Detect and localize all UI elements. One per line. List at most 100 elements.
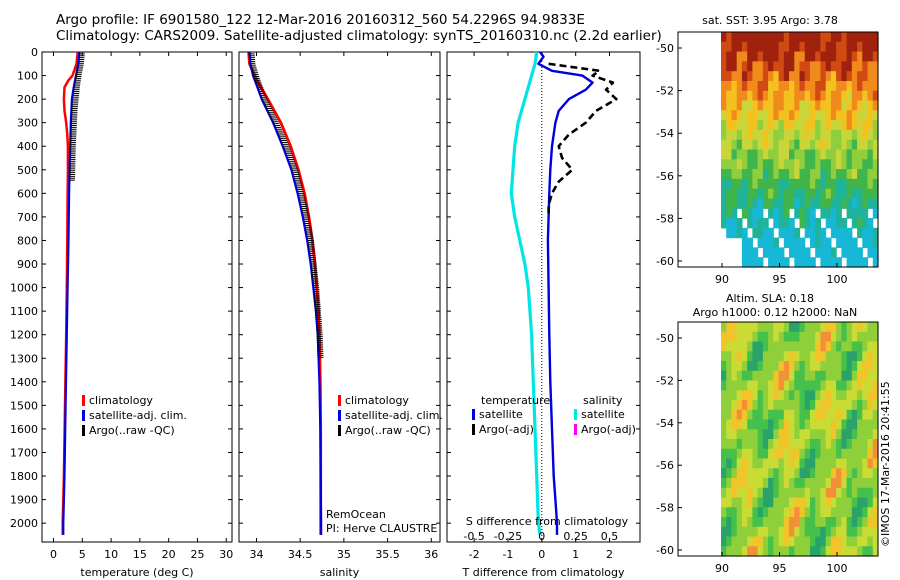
map-cell xyxy=(731,129,738,141)
map-cell xyxy=(846,536,853,547)
map-cell xyxy=(757,390,764,401)
map-lat-label: -58 xyxy=(656,212,674,225)
map-lat-label: -60 xyxy=(656,544,674,557)
map-cell xyxy=(815,32,821,43)
x-tick-label: 36 xyxy=(424,548,438,561)
map-cell xyxy=(768,129,774,141)
map-cell xyxy=(851,237,858,248)
map-cell xyxy=(857,390,863,401)
map-cell xyxy=(810,546,816,557)
map-cell xyxy=(830,188,837,200)
map-cell xyxy=(862,129,869,141)
map-cell xyxy=(857,380,863,391)
diff-left-legend-swatch xyxy=(472,424,475,435)
map-cell xyxy=(726,458,732,469)
map-cell xyxy=(836,81,842,92)
map-cell xyxy=(789,448,795,460)
map-cell xyxy=(799,478,806,489)
map-cell xyxy=(731,400,738,411)
sal-satellite-line xyxy=(248,51,323,535)
map-cell xyxy=(810,227,816,239)
map-cell xyxy=(804,178,811,190)
map-lat-label: -52 xyxy=(656,374,674,387)
map-cell xyxy=(726,468,732,479)
map-cell xyxy=(789,331,795,343)
map-cell xyxy=(825,257,832,268)
map-cell xyxy=(867,478,874,489)
map-cell xyxy=(721,90,727,102)
map-cell xyxy=(747,536,753,547)
map-cell xyxy=(783,61,790,72)
map-cell xyxy=(841,526,848,538)
map-cell xyxy=(794,487,801,499)
map-cell xyxy=(836,361,842,372)
map-cell xyxy=(825,478,832,489)
sla-map-frame xyxy=(677,321,879,557)
map-cell xyxy=(810,390,816,401)
map-cell xyxy=(862,487,869,499)
map-cell xyxy=(794,526,801,538)
map-cell xyxy=(810,188,816,200)
map-cell xyxy=(815,341,821,352)
map-cell xyxy=(820,110,827,121)
map-cell xyxy=(731,227,738,239)
map-cell xyxy=(762,32,769,43)
map-cell xyxy=(815,478,821,489)
map-cell xyxy=(815,159,821,170)
map-cell xyxy=(857,208,863,219)
map-cell xyxy=(773,139,780,151)
map-cell xyxy=(741,208,748,219)
map-cell xyxy=(747,81,753,92)
map-cell xyxy=(799,51,806,62)
temp-legend-label: Argo(..raw -QC) xyxy=(89,424,175,437)
map-cell xyxy=(783,227,790,239)
map-cell xyxy=(836,370,842,382)
map-cell xyxy=(789,227,795,239)
map-cell xyxy=(778,81,785,92)
map-cell xyxy=(773,149,780,160)
map-cell xyxy=(731,409,738,421)
map-cell xyxy=(736,178,743,190)
map-cell xyxy=(825,370,832,382)
map-cell xyxy=(830,227,837,239)
map-cell xyxy=(762,390,769,401)
map-cell xyxy=(872,120,879,131)
map-cell xyxy=(841,41,848,53)
map-cell xyxy=(789,487,795,499)
map-cell xyxy=(862,497,869,508)
map-cell xyxy=(815,536,821,547)
map-cell xyxy=(721,536,727,547)
map-lon-label: 90 xyxy=(715,273,729,286)
map-cell xyxy=(841,188,848,200)
map-cell xyxy=(846,129,853,141)
map-cell xyxy=(799,120,806,131)
map-cell xyxy=(773,32,780,43)
map-cell xyxy=(741,419,748,430)
map-cell xyxy=(721,478,727,489)
map-cell xyxy=(721,448,727,460)
map-cell xyxy=(830,41,837,53)
map-cell xyxy=(778,257,785,268)
map-cell xyxy=(778,198,785,209)
map-cell xyxy=(862,458,869,469)
map-cell xyxy=(783,208,790,219)
map-cell xyxy=(783,478,790,489)
map-cell xyxy=(810,139,816,151)
map-cell xyxy=(768,419,774,430)
map-cell xyxy=(846,247,853,258)
map-cell xyxy=(721,429,727,440)
depth-tick-label: 800 xyxy=(17,234,38,247)
map-cell xyxy=(789,149,795,160)
map-cell xyxy=(747,370,753,382)
map-cell xyxy=(846,41,853,53)
map-cell xyxy=(768,188,774,200)
map-cell xyxy=(794,322,801,333)
map-cell xyxy=(721,468,727,479)
map-cell xyxy=(783,51,790,62)
map-cell xyxy=(747,331,753,343)
map-cell xyxy=(841,178,848,190)
map-cell xyxy=(804,159,811,170)
map-cell xyxy=(851,341,858,352)
map-cell xyxy=(747,129,753,141)
map-cell xyxy=(830,419,837,430)
